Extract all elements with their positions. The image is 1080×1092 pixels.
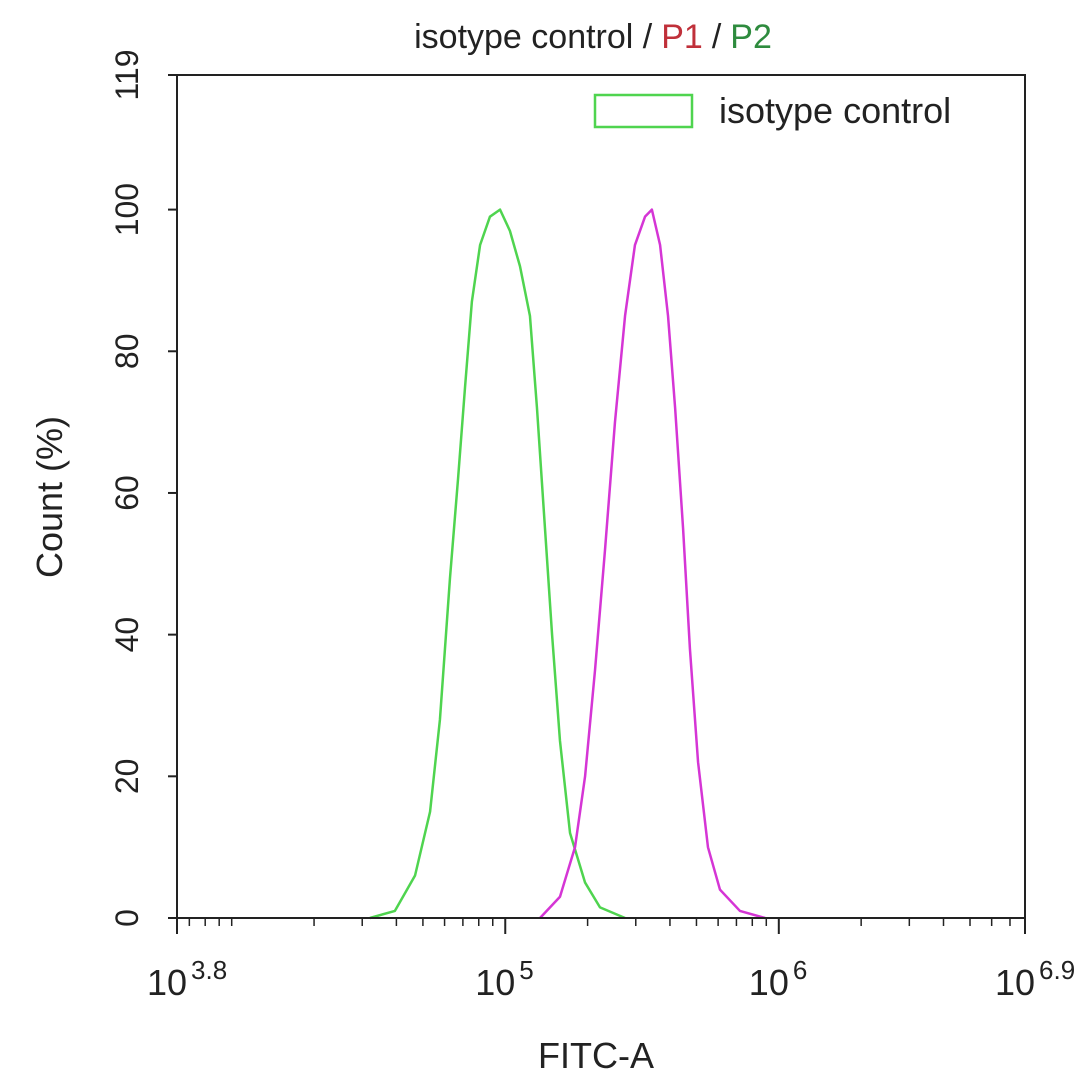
x-tick-base: 10 [995,962,1035,1003]
y-tick-label: 100 [109,183,145,236]
x-tick-label: 10 6.9 [995,955,1075,1003]
plot-frame [176,74,1026,919]
x-tick-base: 10 [475,962,515,1003]
title-part: P1 [661,18,703,56]
x-tick-label: 10 5 [475,955,534,1003]
x-tick-exponent: 5 [519,955,533,985]
x-tick-label: 10 6 [749,955,808,1003]
x-tick-label: 10 3.8 [147,955,227,1003]
x-tick-exponent: 6.9 [1039,955,1075,985]
y-tick-label: 0 [109,909,145,927]
title-part: / [712,18,722,56]
title-part: isotype control / [414,18,653,56]
y-tick-label: 80 [109,333,145,369]
legend-swatch [593,93,694,129]
legend-label: isotype control [719,90,951,131]
x-tick-base: 10 [749,962,789,1003]
y-tick-label: 40 [109,617,145,653]
histogram-line [539,208,766,920]
y-tick-label: 20 [109,759,145,795]
chart-title: isotype control / P1/P2 [414,18,772,56]
x-tick-base: 10 [147,962,187,1003]
title-part: P2 [730,18,772,56]
y-tick-label: 119 [109,49,145,100]
x-axis-label: FITC-A [538,1035,654,1076]
histogram-line [369,208,626,920]
x-tick-exponent: 6 [793,955,807,985]
y-tick-label: 60 [109,475,145,511]
y-axis-label: Count (%) [29,416,70,578]
x-tick-exponent: 3.8 [191,955,227,985]
